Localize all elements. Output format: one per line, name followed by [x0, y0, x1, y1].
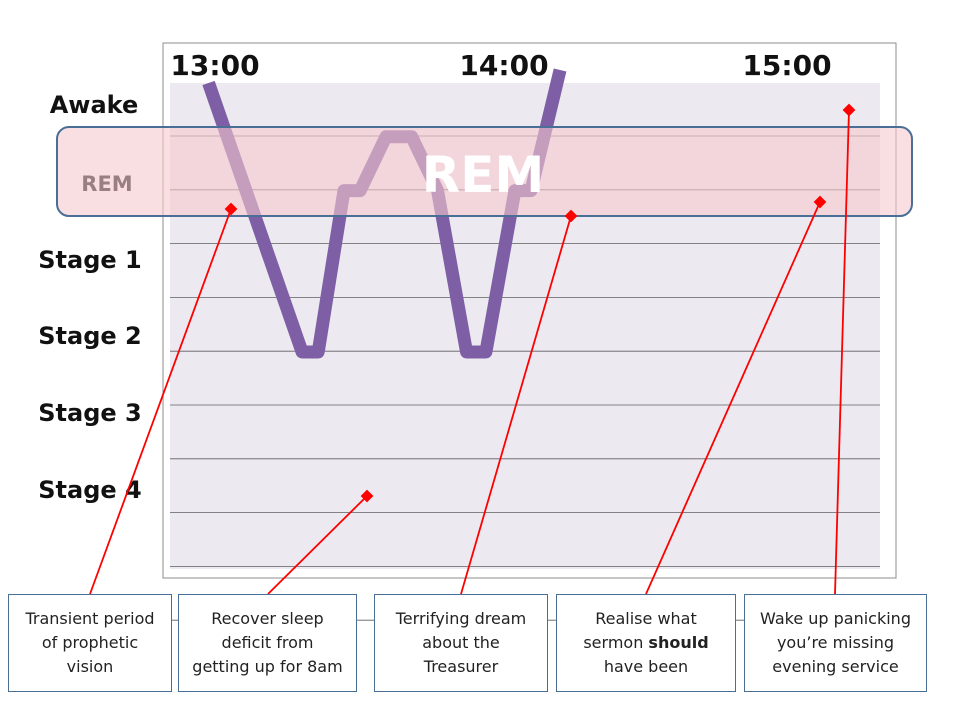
annotation-box: Recover sleep deficit from getting up for … [178, 594, 357, 692]
annotation-text-line: deficit from [221, 633, 314, 652]
annotation-text-line: have been [603, 657, 689, 676]
annotation-box: Wake up panicking you’re missing evening s… [744, 594, 927, 692]
annotation-text-line: Realise what [595, 609, 697, 628]
x-tick-labels: 13:00 14:00 15:00 [170, 49, 831, 82]
callout-leader-line [834, 109, 850, 595]
annotation-box: Terrifying dream about the Treasurer [374, 594, 548, 692]
y-category-label: Stage 1 [38, 246, 141, 274]
rem-band: REM [56, 126, 913, 217]
annotation-text-line: of prophetic [41, 633, 139, 652]
y-category-label: Stage 2 [38, 322, 141, 350]
callout-marker [360, 489, 374, 503]
annotation-box: Realise what sermon should have been [556, 594, 736, 692]
annotation-text-line: Terrifying dream [395, 609, 527, 628]
y-category-label: Awake [50, 91, 139, 119]
callout-leader-line [267, 495, 368, 595]
annotation-text-line: Recover sleep [211, 609, 324, 628]
callout-leader-line [89, 208, 232, 595]
annotation-text-line: you’re missing [776, 633, 895, 652]
rem-band-rect [56, 126, 913, 217]
annotation-text-line: evening service [772, 657, 899, 676]
x-tick-label: 15:00 [742, 49, 831, 82]
x-tick-label: 13:00 [170, 49, 259, 82]
annotation-text-line: getting up for 8am [192, 657, 343, 676]
y-category-label: Stage 4 [38, 476, 141, 504]
callout-leader-line [460, 215, 572, 595]
annotation-text-line: sermon should [583, 633, 709, 652]
annotation-text-line: Transient period [25, 609, 155, 628]
annotation-text-line: Wake up panicking [760, 609, 911, 628]
annotation-text-line: vision [66, 657, 114, 676]
annotation-text-line: about the [422, 633, 500, 652]
y-category-label: Stage 3 [38, 399, 141, 427]
x-tick-label: 14:00 [459, 49, 548, 82]
rem-band-label: REM [422, 146, 544, 204]
callout-leader-line [645, 201, 821, 595]
callout-marker [224, 202, 238, 216]
annotation-box: Transient period of prophetic vision [8, 594, 172, 692]
callout-lines [89, 103, 856, 595]
annotation-text-line: Treasurer [423, 657, 499, 676]
